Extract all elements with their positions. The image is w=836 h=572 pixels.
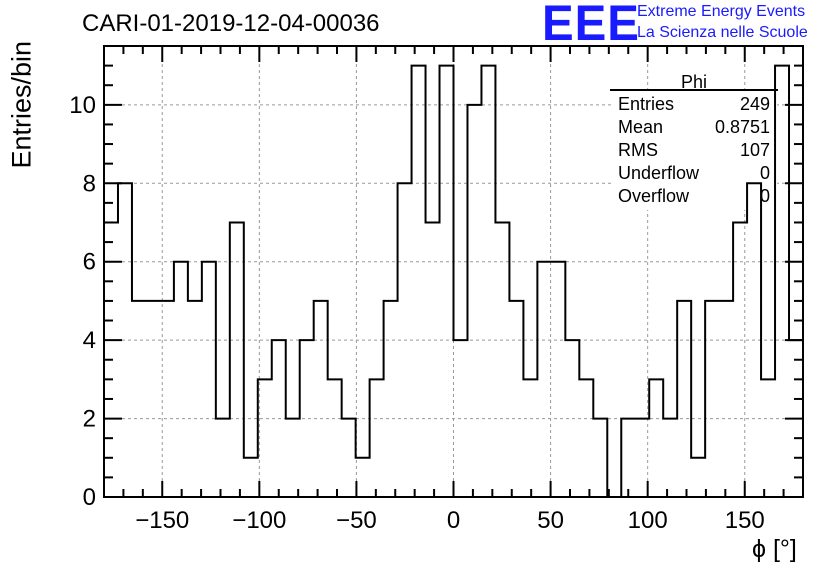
histogram-bin	[733, 222, 747, 497]
eee-logo: EEE	[542, 0, 640, 51]
histogram-bin	[481, 66, 495, 497]
histogram-bin	[328, 379, 342, 497]
histogram-bin	[230, 222, 244, 497]
histogram-bin	[495, 222, 509, 497]
histogram-bin	[593, 419, 607, 497]
histogram-bin	[621, 419, 635, 497]
histogram-bin	[705, 301, 719, 497]
histogram-bin	[244, 458, 258, 497]
x-tick-label: 50	[537, 507, 564, 534]
histogram-bin	[677, 301, 691, 497]
y-tick-label: 8	[83, 170, 96, 197]
stats-value-overflow: 0	[760, 186, 770, 206]
histogram-bin	[523, 379, 537, 497]
x-tick-label: −100	[232, 507, 286, 534]
x-tick-label: −50	[336, 507, 377, 534]
x-axis-title: ϕ [°]	[752, 535, 797, 563]
histogram-bin	[272, 340, 286, 497]
histogram-bin	[202, 262, 216, 497]
histogram-bin	[551, 262, 565, 497]
stats-box-background	[611, 90, 777, 210]
stats-value-entries: 249	[740, 94, 770, 114]
stats-box: Phi Entries 249 Mean 0.8751 RMS 107 Underflow 0…	[610, 72, 778, 206]
histogram-bin	[412, 66, 426, 497]
histogram-bin	[300, 340, 314, 497]
axis-ticks: −150 −100 −50 0 50 100 150 0 2 4 6 8 10	[69, 45, 803, 534]
stats-label-underflow: Underflow	[618, 163, 700, 183]
histogram-bin	[747, 183, 761, 497]
stats-value-underflow: 0	[760, 163, 770, 183]
histogram-bin	[132, 301, 146, 497]
histogram-bin	[761, 379, 775, 497]
y-tick-label: 4	[83, 327, 96, 354]
histogram-bin	[579, 379, 593, 497]
y-tick-label: 2	[83, 406, 96, 433]
histogram-series	[104, 64, 803, 498]
y-tick-label: 6	[83, 249, 96, 276]
x-tick-label: 100	[628, 507, 668, 534]
stats-value-rms: 107	[740, 140, 770, 160]
histogram-bin	[160, 301, 174, 497]
histogram-bin	[258, 379, 272, 497]
x-tick-label: 0	[447, 507, 460, 534]
chart-title: CARI-01-2019-12-04-00036	[82, 10, 380, 37]
x-tick-label: −150	[135, 507, 189, 534]
histogram-bin	[691, 458, 705, 497]
histogram-bin	[509, 301, 523, 497]
histogram-bin	[188, 301, 202, 497]
histogram-bin	[342, 419, 356, 497]
histogram-bin	[398, 183, 412, 497]
histogram-bin	[775, 66, 789, 497]
histogram-bin	[649, 379, 663, 497]
stats-box-title: Phi	[681, 72, 707, 92]
histogram-bin	[356, 458, 370, 497]
histogram-bin	[370, 379, 384, 497]
histogram-bin	[719, 301, 733, 497]
stats-value-mean: 0.8751	[715, 117, 770, 137]
logo-line-2: La Scienza nelle Scuole	[637, 24, 808, 41]
histogram-bin	[426, 222, 440, 497]
histogram-bin	[174, 262, 188, 497]
histogram-bin	[314, 301, 328, 497]
stats-label-mean: Mean	[618, 117, 663, 137]
histogram-bin	[146, 301, 160, 497]
x-tick-label: 150	[725, 507, 765, 534]
y-tick-label: 10	[69, 92, 96, 119]
histogram-outline	[104, 64, 803, 498]
histogram-bin	[286, 419, 300, 497]
histogram-bin	[537, 262, 551, 497]
logo-line-1: Extreme Energy Events	[637, 3, 806, 20]
histogram-bin	[565, 340, 579, 497]
y-tick-label: 0	[83, 484, 96, 511]
histogram-bin	[663, 419, 677, 497]
histogram-bin	[454, 340, 468, 497]
histogram-bin	[440, 66, 454, 497]
histogram-bin	[216, 419, 230, 497]
stats-label-entries: Entries	[618, 94, 674, 114]
stats-label-rms: RMS	[618, 140, 658, 160]
stats-label-overflow: Overflow	[618, 186, 690, 206]
histogram-bin	[467, 105, 481, 497]
histogram-bin	[384, 301, 398, 497]
